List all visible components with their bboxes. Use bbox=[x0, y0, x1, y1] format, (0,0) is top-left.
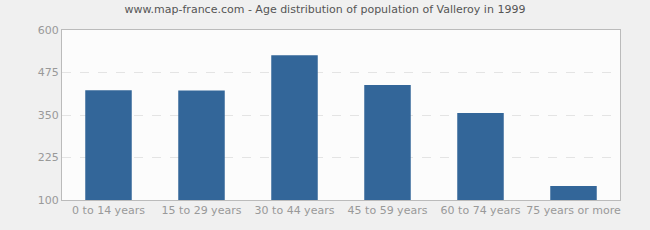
svg-text:350: 350 bbox=[38, 109, 59, 122]
svg-text:225: 225 bbox=[38, 151, 59, 164]
svg-text:60 to 74 years: 60 to 74 years bbox=[441, 204, 521, 217]
svg-text:15 to 29 years: 15 to 29 years bbox=[162, 204, 242, 217]
svg-text:0 to 14 years: 0 to 14 years bbox=[72, 204, 145, 217]
svg-text:30 to 44 years: 30 to 44 years bbox=[255, 204, 335, 217]
svg-text:100: 100 bbox=[38, 194, 59, 207]
svg-text:75 years or more: 75 years or more bbox=[526, 204, 621, 217]
svg-text:45 to 59 years: 45 to 59 years bbox=[348, 204, 428, 217]
svg-text:www.map-france.com - Age distr: www.map-france.com - Age distribution of… bbox=[125, 3, 526, 16]
svg-text:600: 600 bbox=[38, 24, 59, 37]
svg-text:475: 475 bbox=[38, 66, 59, 79]
